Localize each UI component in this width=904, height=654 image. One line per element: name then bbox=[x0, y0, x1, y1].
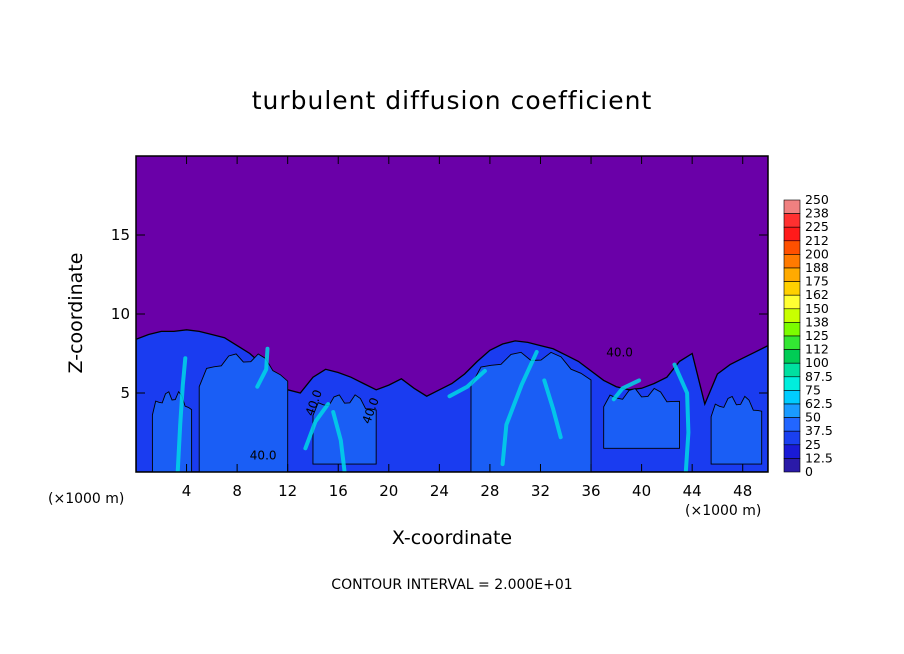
colorbar-label: 250 bbox=[805, 192, 829, 207]
colorbar-label: 175 bbox=[805, 274, 829, 289]
y-axis-ticks: 5 10 15 bbox=[111, 226, 768, 402]
colorbar-segment bbox=[783, 226, 801, 242]
x-tick-label: 24 bbox=[430, 482, 449, 500]
high-value-streak bbox=[542, 378, 563, 440]
y-axis-label: Z-coordinate bbox=[65, 252, 87, 374]
colorbar-segment bbox=[783, 240, 801, 255]
colorbar-label: 50 bbox=[805, 410, 821, 425]
colorbar-segment bbox=[783, 444, 801, 459]
y-tick-label: 5 bbox=[120, 384, 130, 402]
colorbar-label: 212 bbox=[805, 233, 829, 248]
high-value-streak bbox=[611, 378, 642, 402]
high-diffusion-core bbox=[312, 394, 377, 465]
y-tick-label: 10 bbox=[111, 305, 130, 323]
contour-label: 40.0 bbox=[606, 346, 633, 360]
colorbar-label: 112 bbox=[805, 342, 829, 357]
high-diffusion-core bbox=[603, 387, 680, 449]
colorbar-segment bbox=[783, 417, 801, 432]
high-value-streak bbox=[500, 349, 539, 467]
high-value-streak bbox=[255, 346, 270, 389]
high-diffusion-core bbox=[198, 353, 289, 472]
colorbar-label: 62.5 bbox=[805, 396, 833, 411]
high-diffusion-core bbox=[470, 351, 592, 472]
x-axis-label: X-coordinate bbox=[391, 527, 513, 549]
high-value-streak bbox=[303, 402, 331, 451]
x-tick-label: 20 bbox=[379, 482, 398, 500]
colorbar-label: 138 bbox=[805, 314, 829, 329]
y-tick-label: 15 bbox=[111, 226, 130, 244]
contour-interval-note: CONTOUR INTERVAL = 2.000E+01 bbox=[331, 577, 573, 593]
colorbar-label: 12.5 bbox=[805, 450, 833, 465]
x-axis-ticks: 4 8 12 16 20 24 28 32 36 40 44 48 bbox=[182, 156, 752, 500]
x-tick-label: 16 bbox=[329, 482, 348, 500]
colorbar: 2502382252122001881751621501381251121008… bbox=[783, 192, 833, 479]
x-tick-label: 48 bbox=[733, 482, 752, 500]
x-tick-label: 36 bbox=[581, 482, 600, 500]
colorbar-segment bbox=[783, 254, 801, 269]
colorbar-label: 25 bbox=[805, 437, 821, 452]
x-tick-label: 44 bbox=[683, 482, 702, 500]
colorbar-segment bbox=[783, 294, 801, 310]
high-value-streak bbox=[175, 356, 188, 472]
x-tick-label: 28 bbox=[480, 482, 499, 500]
colorbar-label: 162 bbox=[805, 287, 829, 302]
colorbar-label: 87.5 bbox=[805, 369, 833, 384]
colorbar-segment bbox=[783, 267, 801, 282]
colorbar-segment bbox=[783, 390, 801, 405]
colorbar-segment bbox=[783, 362, 801, 378]
colorbar-label: 150 bbox=[805, 301, 829, 316]
colorbar-segment bbox=[783, 281, 801, 296]
colorbar-segment bbox=[783, 213, 801, 228]
high-value-streak bbox=[672, 362, 691, 472]
contour-label: 40.0 bbox=[250, 448, 277, 462]
colorbar-label: 100 bbox=[805, 355, 829, 370]
chart-title: turbulent diffusion coefficient bbox=[251, 86, 653, 115]
high-value-streak bbox=[331, 410, 347, 472]
x-tick-label: 32 bbox=[531, 482, 550, 500]
colorbar-label: 37.5 bbox=[805, 423, 833, 438]
colorbar-label: 188 bbox=[805, 260, 829, 275]
colorbar-label: 0 bbox=[805, 464, 813, 479]
colorbar-label: 225 bbox=[805, 219, 829, 234]
colorbar-segment bbox=[783, 199, 801, 214]
colorbar-segment bbox=[783, 430, 801, 446]
x-tick-label: 8 bbox=[232, 482, 242, 500]
colorbar-segment bbox=[783, 335, 801, 350]
colorbar-label: 125 bbox=[805, 328, 829, 343]
colorbar-segment bbox=[783, 322, 801, 337]
colorbar-label: 75 bbox=[805, 382, 821, 397]
colorbar-label: 238 bbox=[805, 206, 829, 221]
x-unit-label-right: (×1000 m) bbox=[685, 503, 762, 519]
high-value-streak bbox=[447, 368, 487, 399]
x-tick-label: 40 bbox=[632, 482, 651, 500]
colorbar-label: 200 bbox=[805, 246, 829, 261]
colorbar-segment bbox=[783, 403, 801, 418]
colorbar-segment bbox=[783, 308, 801, 323]
x-tick-label: 4 bbox=[182, 482, 192, 500]
colorbar-segment bbox=[783, 376, 801, 391]
x-unit-label-left: (×1000 m) bbox=[48, 491, 125, 507]
colorbar-segment bbox=[783, 458, 801, 473]
colorbar-segment bbox=[783, 349, 801, 364]
diffusion-field bbox=[136, 329, 768, 472]
high-diffusion-core bbox=[710, 395, 763, 465]
x-tick-label: 12 bbox=[278, 482, 297, 500]
